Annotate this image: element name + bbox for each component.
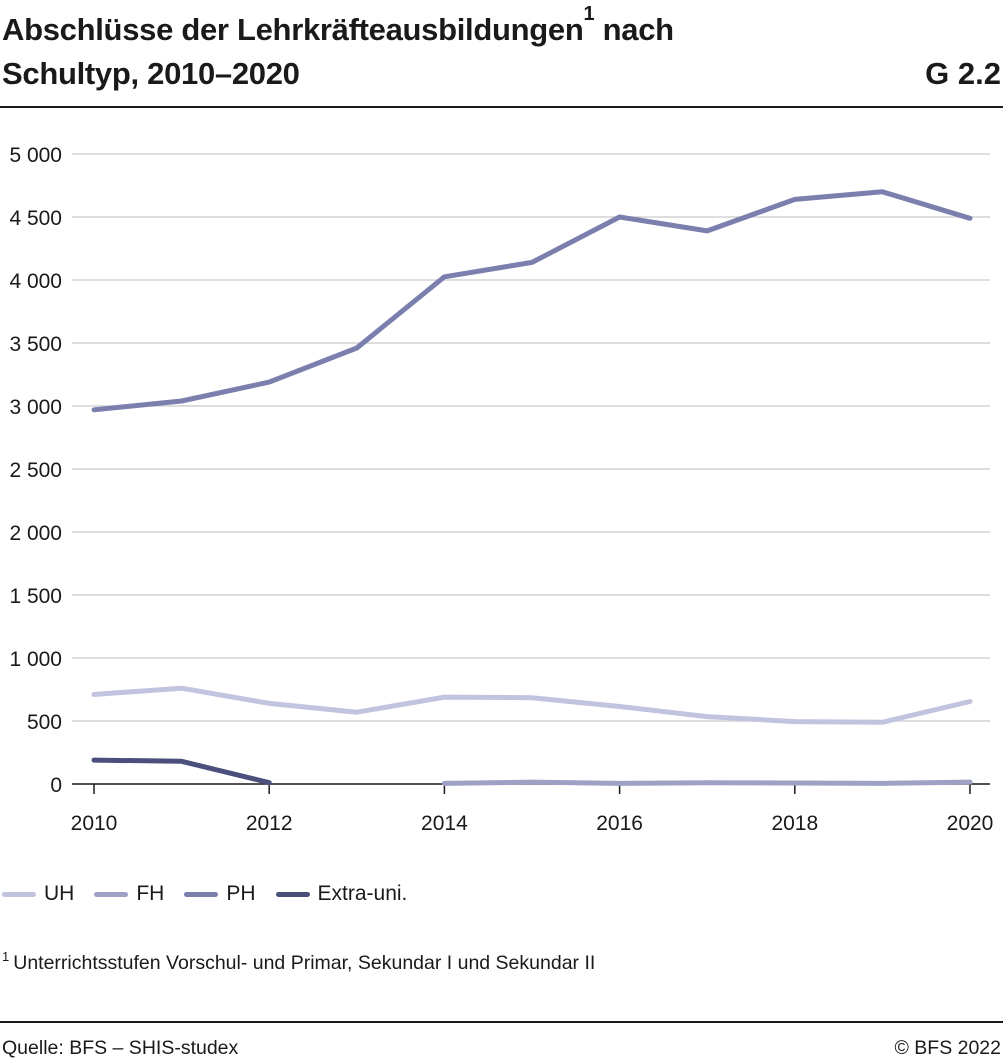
- x-tick-label: 2010: [71, 812, 118, 835]
- footnote-text: Unterrichtsstufen Vorschul- und Primar, …: [13, 952, 596, 974]
- series-line-ph: [91, 189, 973, 413]
- legend-item-extra-uni: Extra-uni.: [275, 882, 408, 906]
- legend-item-ph: PH: [184, 882, 256, 906]
- legend-label: UH: [44, 882, 75, 905]
- top-rule: [0, 106, 1003, 108]
- y-tick-label: 2 500: [9, 459, 62, 482]
- line-chart: 0 500 1 000 1 500 2 000 2 500 3 000 3 500 4 000 4…: [9, 144, 994, 835]
- title-text: Abschlüsse der Lehrkräfteausbildungen: [2, 12, 584, 47]
- y-tick-label: 1 500: [9, 585, 62, 608]
- legend-item-uh: UH: [2, 882, 74, 906]
- copyright-note: © BFS 2022: [894, 1037, 1001, 1059]
- gridlines: [72, 153, 990, 722]
- legend: UH FH PH Extra-uni.: [2, 882, 427, 906]
- x-axis-tick-labels: 2010 2012 2014 2016 2018 2020: [71, 812, 994, 835]
- y-tick-label: 5 000: [9, 144, 62, 167]
- footnote: 1 Unterrichtsstufen Vorschul- und Primar,…: [2, 949, 596, 975]
- y-tick-label: 3 500: [9, 333, 62, 356]
- title-line-2: Schultyp, 2010–2020: [2, 56, 300, 91]
- x-tick-label: 2018: [771, 812, 818, 835]
- legend-item-fh: FH: [94, 882, 164, 906]
- y-tick-label: 3 000: [9, 396, 62, 419]
- title-text-continued: nach: [602, 12, 674, 47]
- y-tick-label: 500: [27, 711, 62, 734]
- legend-label: PH: [226, 882, 256, 905]
- chart-title: Abschlüsse der Lehrkräfteausbildungen1 n…: [2, 4, 674, 96]
- footnote-marker: 1: [2, 949, 10, 964]
- y-axis-tick-labels: 0 500 1 000 1 500 2 000 2 500 3 000 3 500 4 000 4…: [9, 144, 62, 797]
- legend-label: Extra-uni.: [317, 882, 408, 905]
- y-tick-label: 4 000: [9, 270, 62, 293]
- y-tick-label: 2 000: [9, 522, 62, 545]
- x-tick-label: 2020: [947, 812, 994, 835]
- legend-swatch: [184, 891, 219, 897]
- series-line-uh: [91, 685, 973, 725]
- legend-label: FH: [136, 882, 165, 905]
- title-footnote-marker: 1: [583, 3, 595, 25]
- legend-swatch: [94, 891, 129, 897]
- series-lines: [91, 189, 973, 786]
- y-tick-label: 1 000: [9, 648, 62, 671]
- series-line-extra-uni: [91, 757, 272, 786]
- x-tick-label: 2014: [421, 812, 468, 835]
- graphic-number: G 2.2: [925, 56, 1001, 91]
- x-tick-label: 2016: [596, 812, 643, 835]
- y-tick-label: 4 500: [9, 207, 62, 230]
- bottom-rule: [0, 1021, 1003, 1023]
- source-note: Quelle: BFS – SHIS-studex: [2, 1037, 239, 1059]
- series-line-fh: [441, 779, 973, 786]
- legend-swatch: [275, 891, 310, 897]
- legend-swatch: [2, 891, 36, 897]
- x-tick-label: 2012: [246, 812, 293, 835]
- y-tick-label: 0: [50, 774, 62, 797]
